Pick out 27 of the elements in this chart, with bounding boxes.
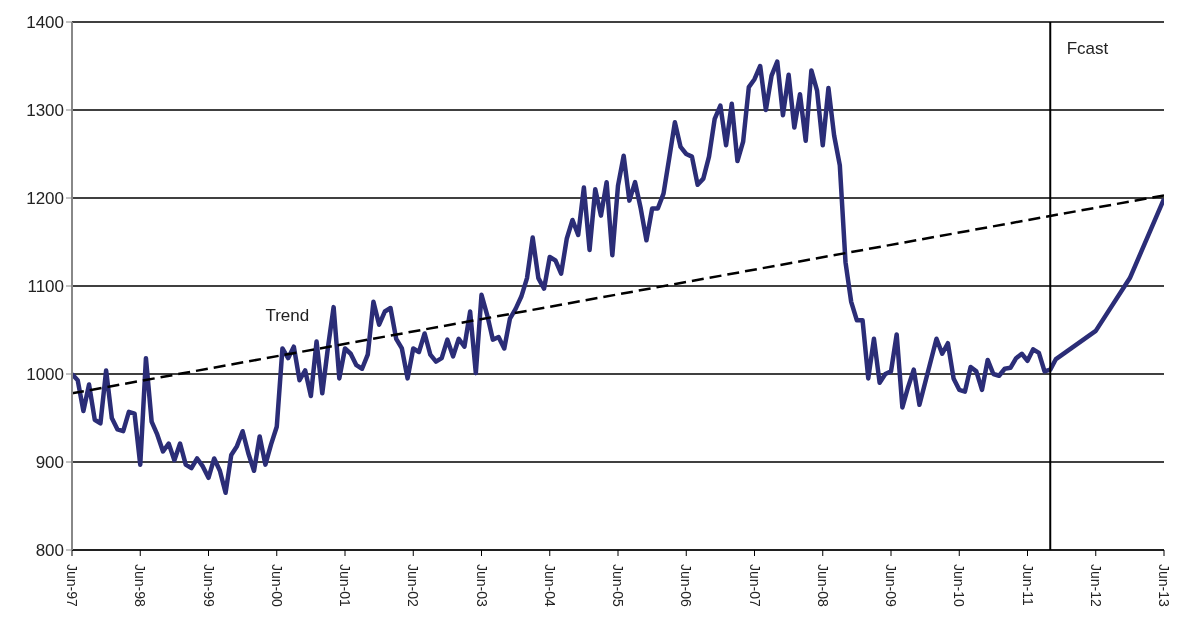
x-tick-label: Jun-07 xyxy=(746,564,763,608)
ref-line-label: Fcast xyxy=(1066,39,1109,59)
x-tick-label: Jun-11 xyxy=(1019,564,1036,606)
x-tick-label: Jun-10 xyxy=(951,564,968,608)
x-tick-label: Jun-01 xyxy=(337,564,353,608)
x-tick-label: Jun-13 xyxy=(1156,564,1172,608)
y-tick-label: 1200 xyxy=(26,189,64,209)
x-tick-label: Jun-04 xyxy=(541,564,558,608)
line-series xyxy=(72,59,1164,496)
x-tick-label: Jun-03 xyxy=(473,564,490,608)
x-tick-label: Jun-99 xyxy=(200,564,217,608)
y-tick-label: 900 xyxy=(35,453,64,473)
x-tick-label: Jun-06 xyxy=(678,564,695,608)
x-tick-label: Jun-09 xyxy=(883,564,899,608)
x-tick-label: Jun-97 xyxy=(64,564,80,608)
x-tick-label: Jun-98 xyxy=(132,564,149,608)
x-tick-label: Jun-02 xyxy=(405,564,422,608)
y-tick-label: 800 xyxy=(35,541,64,561)
y-tick-label: 1300 xyxy=(26,101,64,121)
x-tick-label: Jun-12 xyxy=(1087,564,1104,608)
y-tick-label: 1400 xyxy=(26,13,64,33)
x-tick-label: Jun-08 xyxy=(814,564,831,608)
x-tick-label: Jun-05 xyxy=(610,564,626,608)
x-tick-label: Jun-00 xyxy=(268,564,285,608)
y-tick-label: 1000 xyxy=(26,365,64,385)
y-tick-label: 1100 xyxy=(27,277,64,297)
series-label: Trend xyxy=(265,305,310,326)
